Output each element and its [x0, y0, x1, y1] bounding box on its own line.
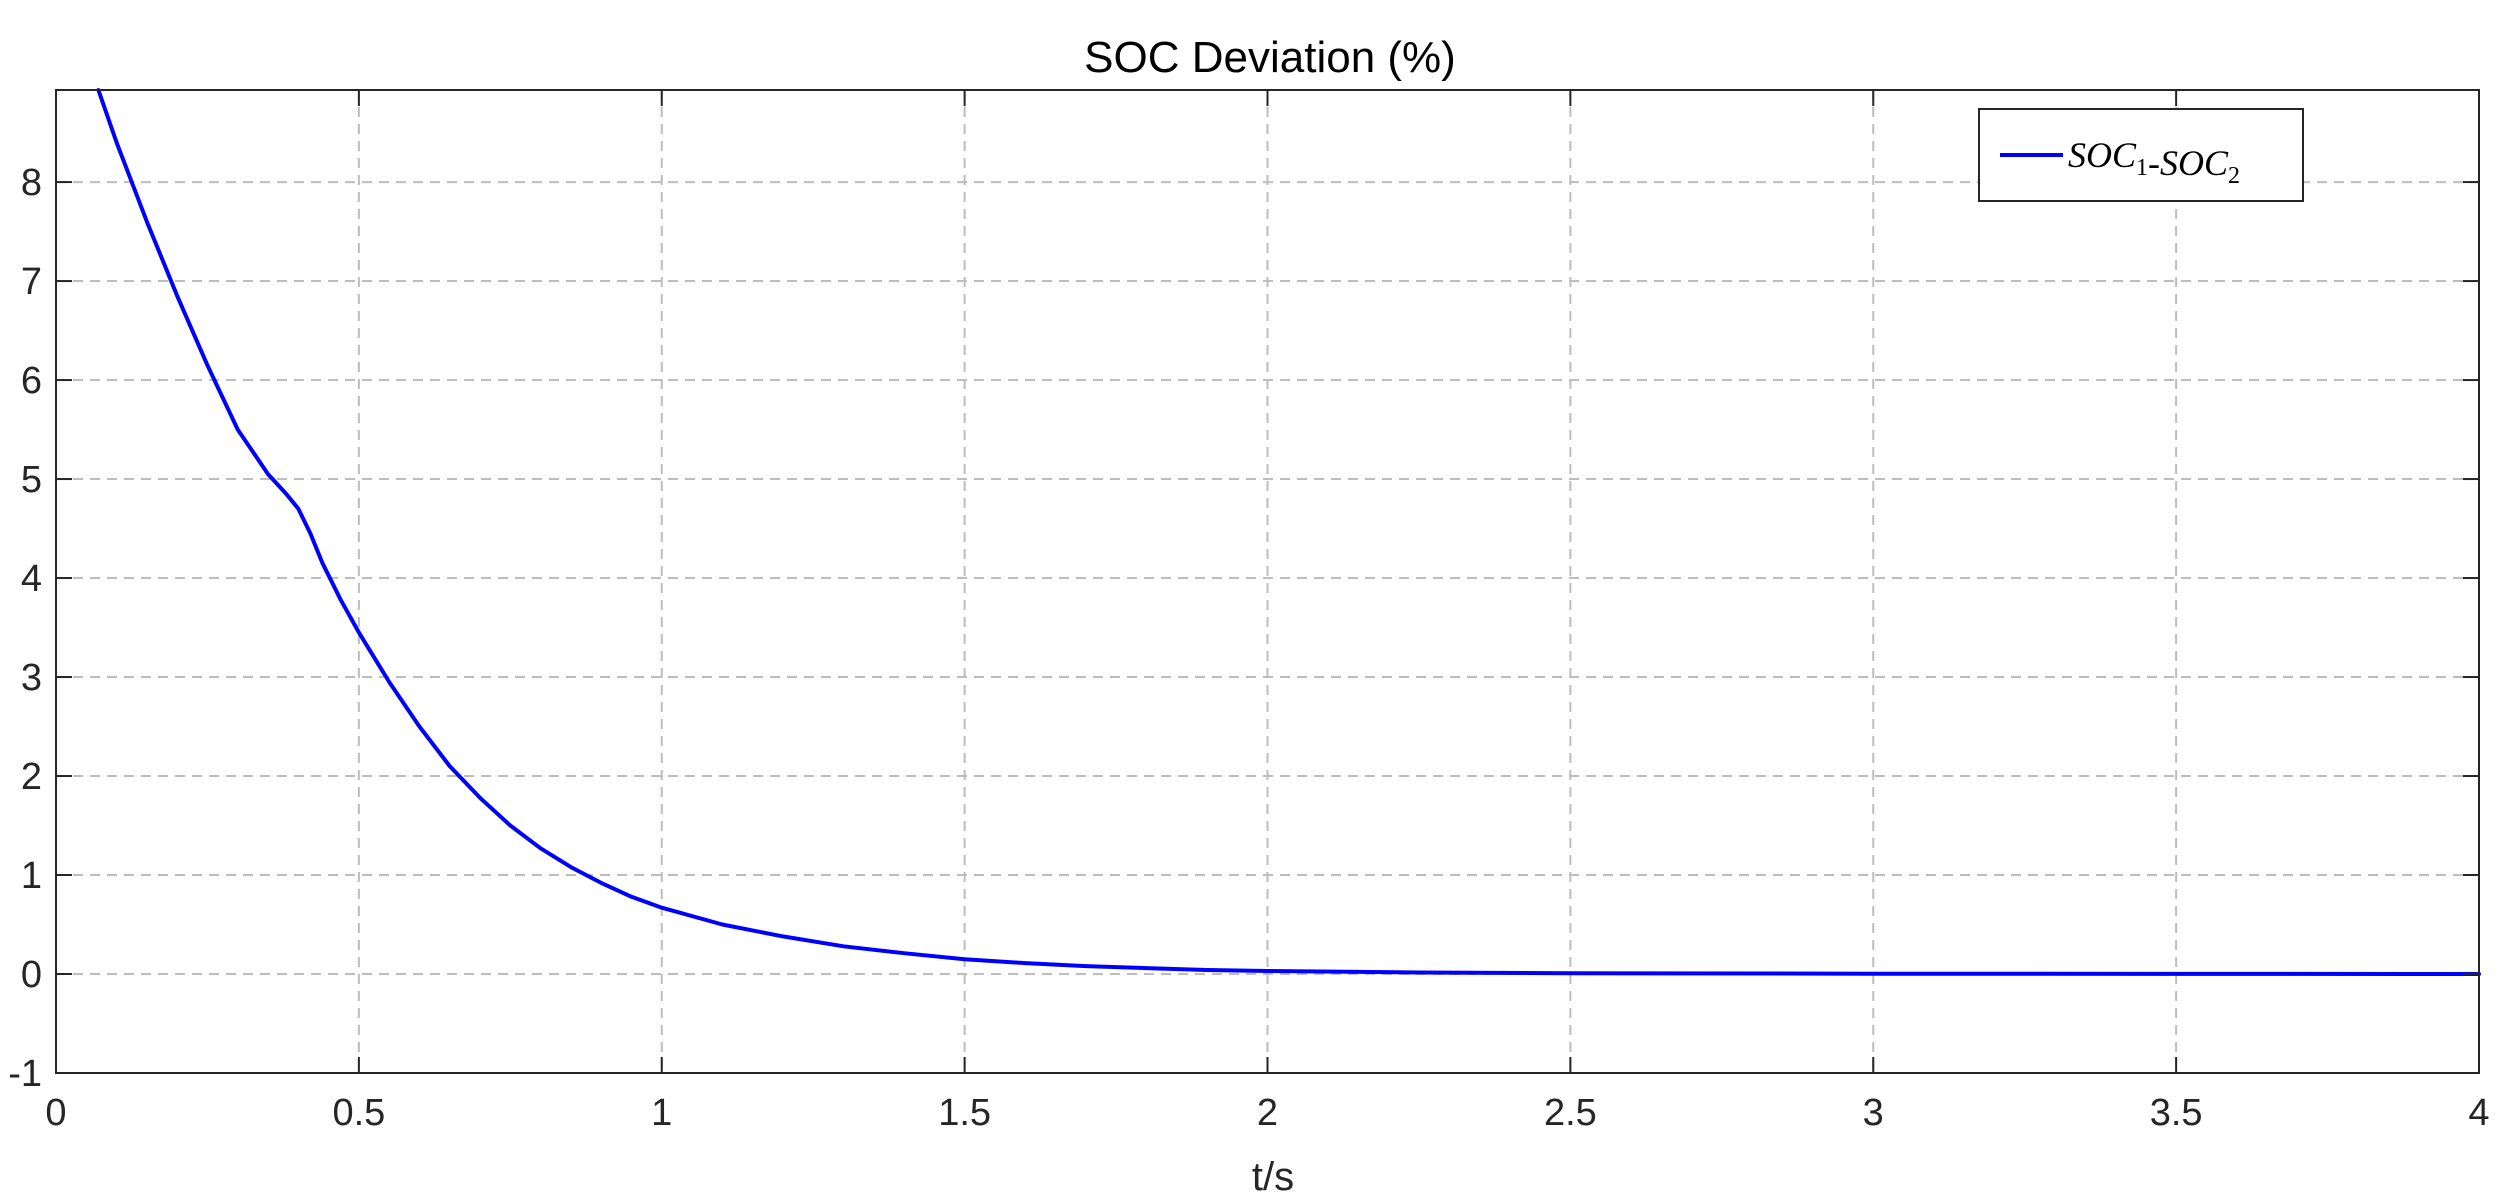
legend-label-subscript: 1 [2136, 155, 2148, 181]
x-tick-label: 1.5 [938, 1092, 991, 1134]
legend-label-subscript: 2 [2228, 163, 2240, 189]
x-tick-label: 0.5 [332, 1092, 385, 1134]
legend: SOC1-SOC2 [1978, 108, 2304, 202]
x-tick-label: 2 [1257, 1092, 1278, 1134]
y-tick-label: 7 [21, 261, 42, 303]
x-axis-label: t/s [1252, 1155, 1294, 1199]
series-line [96, 88, 2481, 976]
legend-label-part: - [2148, 143, 2160, 183]
y-tick-label: 3 [21, 657, 42, 699]
chart-title: SOC Deviation (%) [1084, 33, 1456, 82]
y-tick-label: 4 [21, 558, 42, 600]
legend-label-part: SOC [2068, 135, 2137, 175]
y-tick-label: -1 [8, 1053, 42, 1095]
x-tick-label: 3.5 [2150, 1092, 2203, 1134]
y-tick-label: 5 [21, 459, 42, 501]
x-tick-label: 4 [2468, 1092, 2489, 1134]
x-tick-label: 3 [1863, 1092, 1884, 1134]
legend-label: SOC1-SOC2 [2068, 135, 2240, 189]
x-tick-label: 2.5 [1544, 1092, 1597, 1134]
y-tick-label: 1 [21, 855, 42, 897]
y-tick-label: 6 [21, 360, 42, 402]
y-tick-label: 8 [21, 162, 42, 204]
x-tick-label: 0 [45, 1092, 66, 1134]
y-tick-label: 2 [21, 756, 42, 798]
x-tick-label: 1 [651, 1092, 672, 1134]
series-layer [96, 88, 2481, 976]
y-tick-label: 0 [21, 954, 42, 996]
legend-label-part: SOC [2160, 143, 2229, 183]
